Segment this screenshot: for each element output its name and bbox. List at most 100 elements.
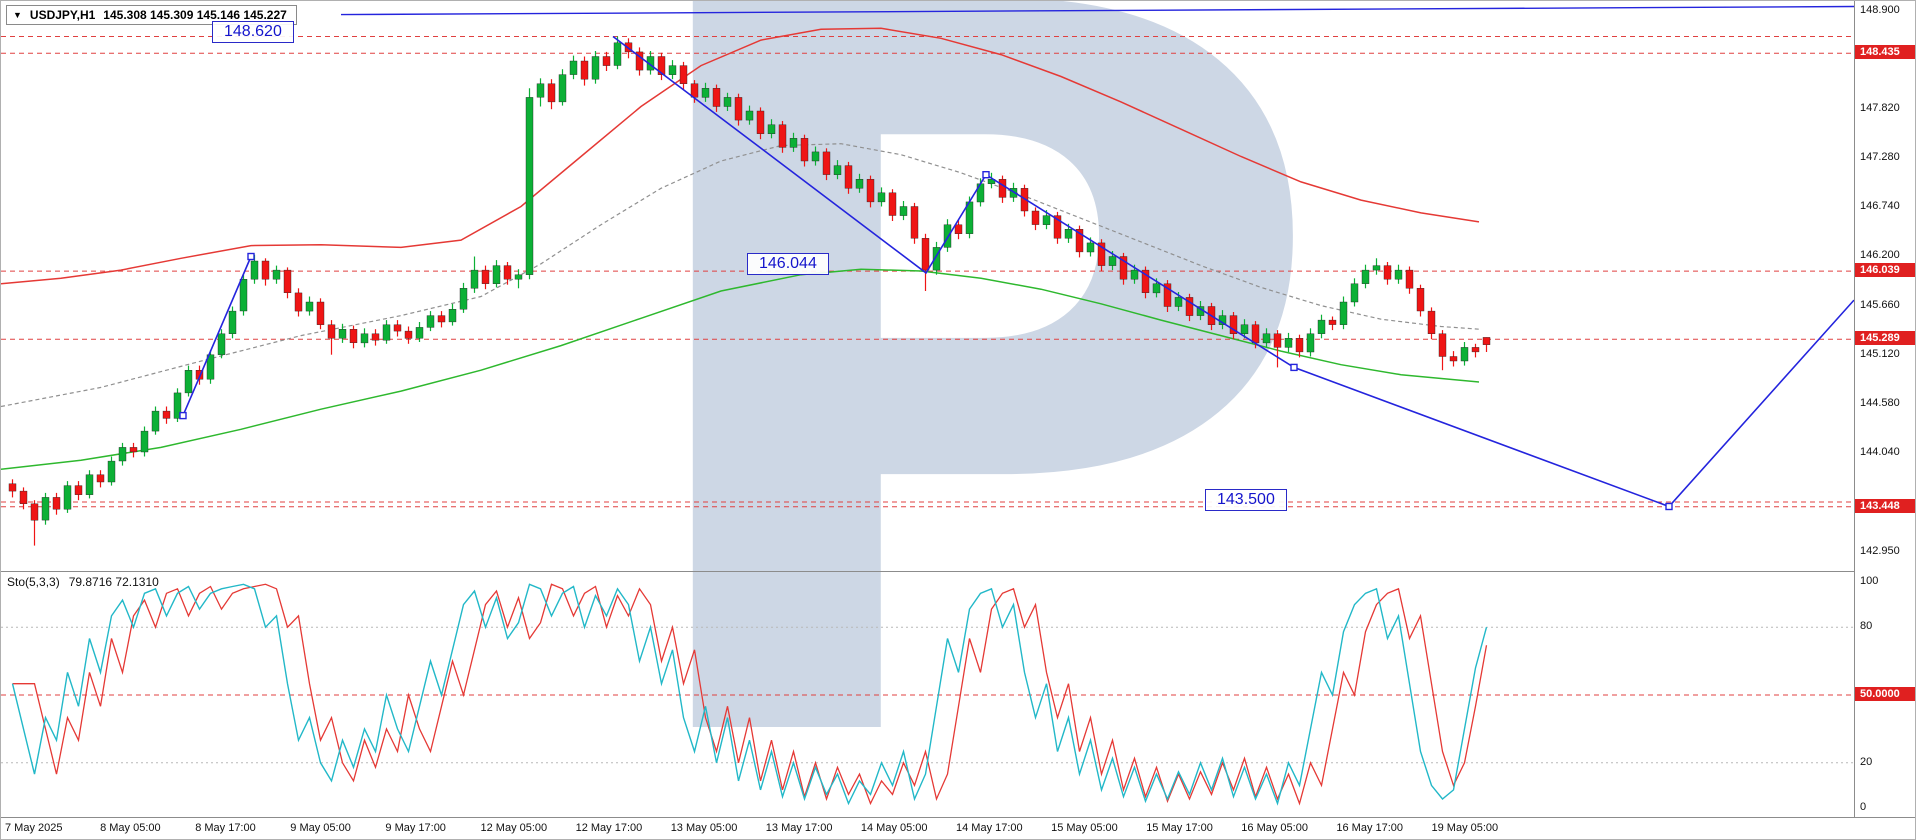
main-chart-panel[interactable]: P ▼ USDJPY,H1 145.308 145.309 145.146 14… xyxy=(1,1,1854,571)
trendline-anchor-marker[interactable] xyxy=(982,170,990,179)
candle xyxy=(19,490,28,505)
candle xyxy=(822,151,831,175)
candle xyxy=(1163,283,1172,307)
candle xyxy=(657,56,666,75)
candle xyxy=(844,165,853,189)
candle xyxy=(206,354,215,380)
time-axis-label: 9 May 05:00 xyxy=(290,822,351,834)
price-annotation[interactable]: 146.044 xyxy=(747,253,829,275)
candle xyxy=(910,206,919,239)
time-axis[interactable]: 7 May 2025 8 May 05:00 8 May 17:00 9 May 05… xyxy=(1,817,1915,839)
candle xyxy=(635,51,644,71)
candle xyxy=(184,370,193,394)
time-axis-label: 8 May 17:00 xyxy=(195,822,256,834)
time-axis-label: 13 May 17:00 xyxy=(765,822,833,834)
price-annotation[interactable]: 148.620 xyxy=(212,21,294,43)
sto-axis-label: 100 xyxy=(1860,575,1879,587)
trendline-anchor-marker[interactable] xyxy=(1290,363,1298,372)
candle xyxy=(701,88,710,98)
candle xyxy=(349,329,358,344)
candle xyxy=(877,192,886,203)
time-axis-label: 8 May 05:00 xyxy=(100,822,161,834)
candle xyxy=(712,88,721,107)
candle xyxy=(602,56,611,66)
candle xyxy=(767,124,776,134)
time-axis-label: 7 May 2025 xyxy=(5,822,63,834)
candle xyxy=(382,324,391,341)
candle xyxy=(173,392,182,419)
candle xyxy=(107,460,116,483)
price-axis-label: 144.580 xyxy=(1860,397,1900,409)
time-axis-label: 12 May 17:00 xyxy=(575,822,643,834)
candle xyxy=(74,485,83,495)
candle xyxy=(1152,283,1161,294)
price-axis-label: 147.820 xyxy=(1860,102,1900,114)
candle xyxy=(52,497,61,510)
price-tag: 145.289 xyxy=(1855,331,1915,345)
candle xyxy=(866,178,875,203)
candle xyxy=(1097,242,1106,266)
candle xyxy=(228,310,237,335)
candle xyxy=(338,329,347,339)
candle xyxy=(855,178,864,189)
candle xyxy=(63,485,72,510)
candle xyxy=(525,97,534,275)
candle xyxy=(613,42,622,66)
candle xyxy=(1471,347,1480,353)
candle xyxy=(437,315,446,323)
candle xyxy=(1141,269,1150,294)
candle xyxy=(723,97,732,107)
candle xyxy=(745,110,754,121)
candle xyxy=(426,315,435,328)
candle xyxy=(811,151,820,162)
candle xyxy=(987,178,996,184)
trendline-anchor-marker[interactable] xyxy=(247,252,255,261)
sto-axis-label: 80 xyxy=(1860,620,1873,632)
time-axis-label: 15 May 05:00 xyxy=(1051,822,1118,834)
price-chart-canvas[interactable] xyxy=(1,1,1854,571)
forecast-zigzag[interactable] xyxy=(612,35,1854,508)
candle xyxy=(305,301,314,312)
candle xyxy=(1328,319,1337,325)
candle xyxy=(1416,288,1425,312)
candle xyxy=(734,97,743,121)
resistance-trendline[interactable] xyxy=(340,5,1854,16)
ma-upper-red xyxy=(1,27,1480,285)
candle xyxy=(140,430,149,453)
price-axis[interactable]: 148.900 147.820 147.280 146.740 146.200 145.6… xyxy=(1854,1,1915,817)
collapse-triangle-icon[interactable]: ▼ xyxy=(13,10,22,20)
candle xyxy=(1229,315,1238,335)
candle xyxy=(1460,347,1469,362)
candle xyxy=(239,279,248,312)
candle xyxy=(96,474,105,483)
time-axis-label: 19 May 05:00 xyxy=(1431,822,1499,834)
candle xyxy=(261,260,270,280)
candle xyxy=(558,74,567,103)
time-axis-label: 12 May 05:00 xyxy=(480,822,548,834)
candle xyxy=(1064,228,1073,239)
candle xyxy=(1273,333,1282,348)
trendline-anchor-marker[interactable] xyxy=(179,411,187,420)
candle xyxy=(1240,324,1249,335)
candle xyxy=(195,370,204,380)
sto-axis-label: 0 xyxy=(1860,801,1867,813)
price-axis-label: 146.200 xyxy=(1860,249,1900,261)
impulse-line[interactable] xyxy=(182,256,252,416)
candle xyxy=(679,65,688,84)
candle xyxy=(800,138,809,162)
stochastic-canvas[interactable] xyxy=(1,572,1854,817)
candle xyxy=(217,333,226,355)
candle xyxy=(1185,297,1194,316)
price-annotation[interactable]: 143.500 xyxy=(1205,489,1287,511)
price-axis-label: 144.040 xyxy=(1860,446,1900,458)
indicator-title: Sto(5,3,3) 79.8716 72.1310 xyxy=(7,575,159,589)
stochastic-panel[interactable]: P Sto(5,3,3) 79.8716 72.1310 xyxy=(1,571,1854,817)
ma-middle-dashed xyxy=(1,143,1480,408)
trendline-anchor-marker[interactable] xyxy=(1665,502,1673,511)
price-axis-label: 145.660 xyxy=(1860,299,1900,311)
candle xyxy=(283,269,292,294)
candle xyxy=(1130,269,1139,280)
candle xyxy=(954,224,963,234)
candle xyxy=(327,324,336,339)
time-axis-label: 14 May 17:00 xyxy=(956,822,1023,834)
